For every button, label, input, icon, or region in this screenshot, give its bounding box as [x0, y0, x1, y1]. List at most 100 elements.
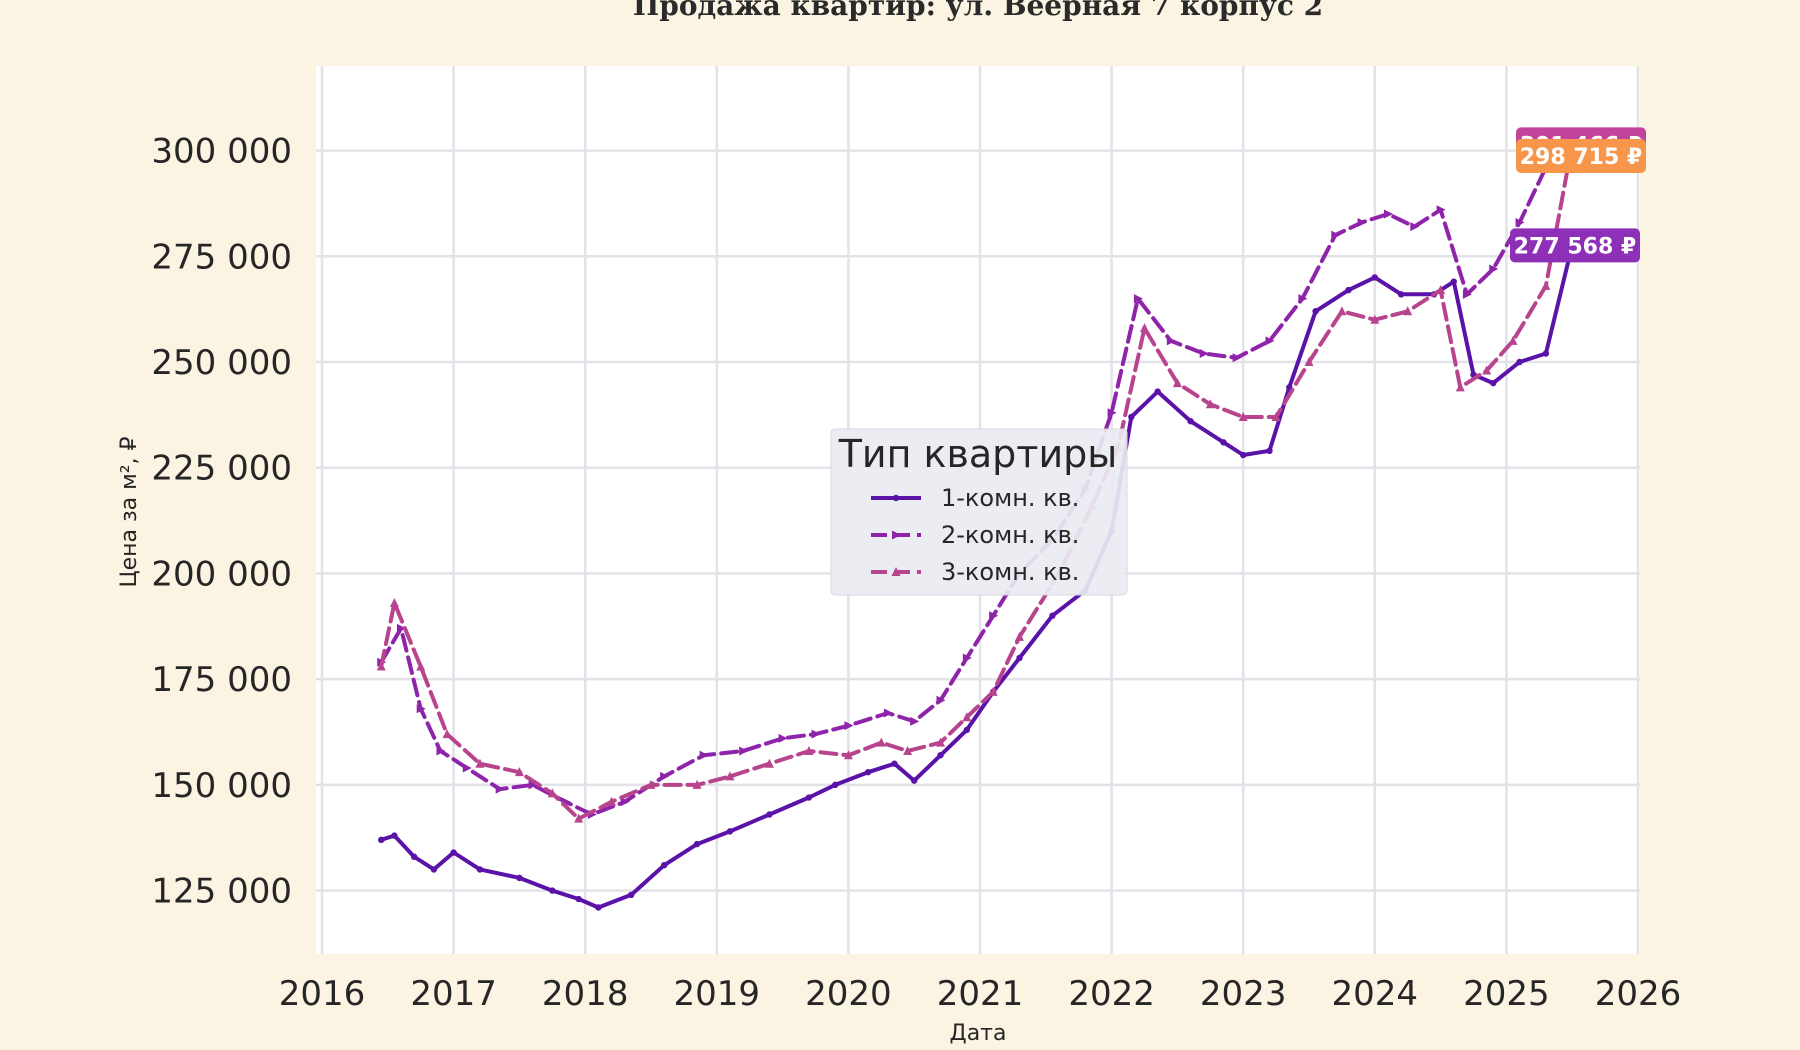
- data-point: [595, 904, 602, 911]
- y-tick-label: 275 000: [151, 237, 292, 277]
- y-tick-label: 125 000: [151, 872, 292, 912]
- data-point: [396, 623, 406, 633]
- data-point: [832, 781, 839, 789]
- x-tick-label: 2025: [1463, 974, 1550, 1014]
- x-tick-label: 2020: [805, 974, 892, 1014]
- data-point: [1312, 308, 1319, 315]
- x-tick-label: 2024: [1332, 974, 1419, 1014]
- badge-text: 277 568 ₽: [1514, 234, 1636, 259]
- data-point: [891, 760, 898, 767]
- data-point: [607, 796, 617, 806]
- data-point: [1450, 278, 1457, 285]
- data-point: [903, 746, 913, 756]
- data-point: [876, 737, 886, 747]
- x-tick-label: 2021: [937, 974, 1024, 1014]
- x-tick-label: 2022: [1068, 974, 1155, 1014]
- y-tick-label: 300 000: [151, 132, 292, 172]
- data-point: [1383, 209, 1393, 219]
- data-point: [1049, 612, 1056, 619]
- data-point: [936, 695, 946, 705]
- data-point: [693, 840, 701, 848]
- data-point: [1436, 205, 1446, 215]
- data-point: [892, 530, 901, 540]
- data-point: [475, 758, 485, 768]
- data-point: [378, 836, 385, 844]
- data-point: [1205, 399, 1215, 409]
- data-point: [1541, 280, 1551, 290]
- data-point: [410, 853, 418, 860]
- data-point: [766, 811, 773, 818]
- data-point: [1515, 217, 1525, 227]
- y-tick-labels: 125 000 150 000 175 000 200 000 225 000 250 0…: [151, 132, 292, 912]
- y-tick-label: 200 000: [151, 554, 292, 594]
- data-point: [963, 726, 971, 734]
- y-tick-label: 150 000: [151, 766, 292, 806]
- data-point: [1133, 294, 1143, 304]
- data-point: [1166, 336, 1176, 346]
- x-tick-label: 2018: [542, 974, 629, 1014]
- data-point: [962, 712, 972, 722]
- data-point: [864, 768, 872, 776]
- end-value-badge: 277 568 ₽: [1510, 228, 1640, 263]
- data-point: [416, 661, 426, 671]
- data-point: [1232, 353, 1242, 363]
- legend-label: 3-комн. кв.: [941, 558, 1079, 586]
- data-point: [1271, 411, 1281, 421]
- y-tick-label: 175 000: [151, 660, 292, 700]
- data-point: [843, 750, 853, 760]
- data-point: [1482, 365, 1492, 375]
- data-point: [1172, 378, 1182, 388]
- data-point: [805, 794, 813, 801]
- data-point: [911, 777, 918, 784]
- data-point: [575, 895, 582, 903]
- data-point: [891, 567, 901, 576]
- data-point: [1298, 294, 1308, 304]
- x-tick-label: 2016: [279, 974, 366, 1014]
- data-point: [462, 763, 472, 773]
- badge-box: [1516, 139, 1646, 174]
- data-point: [1240, 451, 1247, 459]
- data-point: [1370, 314, 1380, 324]
- chart-title: Продажа квартир: ул. Веерная 7 корпус 2: [633, 0, 1323, 22]
- data-point: [892, 494, 900, 502]
- data-point: [549, 887, 556, 894]
- data-point: [1403, 306, 1413, 316]
- data-point: [1397, 291, 1405, 298]
- data-point: [1128, 413, 1135, 421]
- x-tick-label: 2026: [1595, 974, 1682, 1014]
- data-point: [1140, 323, 1149, 333]
- data-point: [1187, 418, 1194, 425]
- data-point: [516, 874, 523, 882]
- data-point: [883, 708, 893, 718]
- data-point: [450, 849, 457, 856]
- data-point: [725, 771, 735, 781]
- data-point: [1542, 350, 1550, 357]
- data-point: [442, 729, 452, 739]
- data-point: [778, 733, 788, 743]
- data-point: [574, 813, 584, 823]
- data-point: [1304, 357, 1314, 366]
- data-point: [495, 784, 505, 794]
- data-point: [1014, 631, 1024, 641]
- data-point: [620, 797, 630, 807]
- legend-label: 2-комн. кв.: [941, 521, 1079, 549]
- legend-item: 1-комн. кв.: [871, 484, 1079, 512]
- data-point: [547, 788, 557, 798]
- data-point: [1266, 447, 1273, 454]
- data-point: [764, 758, 774, 768]
- end-value-badge: 298 715 ₽: [1516, 139, 1646, 174]
- data-point: [436, 746, 446, 756]
- data-point: [988, 686, 998, 696]
- data-point: [391, 832, 398, 839]
- data-point: [1436, 285, 1446, 295]
- data-point: [989, 611, 999, 621]
- data-point: [699, 750, 709, 760]
- data-point: [476, 866, 484, 873]
- data-point: [692, 779, 702, 789]
- data-point: [1345, 286, 1352, 294]
- data-point: [1154, 388, 1161, 395]
- data-point: [1490, 379, 1497, 387]
- data-point: [1357, 217, 1367, 227]
- data-point: [1265, 336, 1275, 346]
